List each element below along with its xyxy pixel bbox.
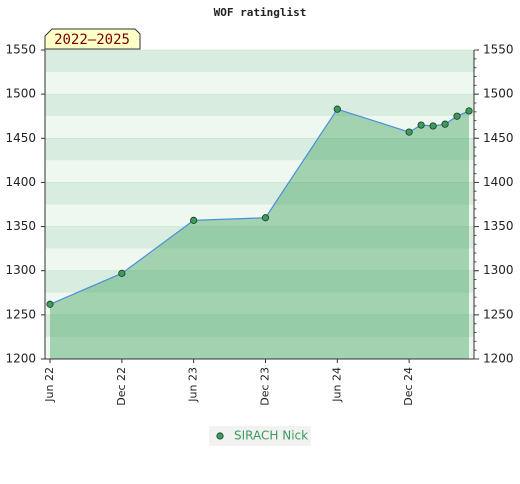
y2-tick-label: 1200	[483, 352, 514, 366]
y2-tick-label: 1350	[483, 219, 514, 233]
annotation: 2022–2025	[54, 32, 130, 48]
plot	[46, 105, 473, 359]
stripe	[45, 292, 474, 315]
y-tick-label: 1350	[5, 219, 36, 233]
x-tick-label: Jun 23	[187, 367, 200, 403]
stripe	[45, 50, 474, 73]
plot-background	[45, 49, 474, 360]
x-tick-label: Dec 22	[115, 367, 128, 406]
point	[465, 107, 473, 115]
y2-tick-label: 1400	[483, 175, 514, 189]
y2-tick-label: 1450	[483, 131, 514, 145]
point	[429, 122, 437, 130]
y-tick-label: 1450	[5, 131, 36, 145]
stripe	[45, 204, 474, 227]
point	[405, 128, 413, 136]
y-tick-label: 1550	[5, 43, 36, 57]
point	[261, 214, 270, 222]
stripe	[45, 182, 474, 205]
stripe	[45, 138, 474, 161]
y2-tick-label: 1250	[483, 307, 514, 321]
stripe	[45, 72, 474, 95]
y2-tick-label: 1550	[483, 43, 514, 57]
legend-box	[209, 426, 311, 446]
y-tick-label: 1250	[5, 307, 36, 321]
y-tick-label: 1500	[5, 87, 36, 101]
y2-tick-label: 1500	[483, 87, 514, 101]
stripe	[45, 160, 474, 183]
point	[417, 121, 425, 129]
annotation-box	[44, 28, 141, 50]
y-tick-label: 1200	[5, 352, 36, 366]
y2-tick-label: 1300	[483, 263, 514, 277]
stripe	[45, 336, 474, 359]
area	[50, 109, 469, 359]
y-tick-label: 1400	[5, 175, 36, 189]
stripe	[45, 116, 474, 139]
stripe	[45, 94, 474, 117]
point	[118, 269, 126, 277]
y-tick-label: 1300	[5, 263, 36, 277]
point	[46, 300, 54, 308]
x-tick-label: Dec 24	[402, 367, 415, 406]
point	[453, 112, 461, 120]
point	[333, 105, 341, 113]
legend-marker	[216, 432, 224, 440]
x-tick-label: Dec 23	[258, 367, 271, 406]
point	[190, 216, 198, 224]
stripe	[45, 226, 474, 249]
x-tick-label: Jun 22	[43, 367, 56, 403]
legend-label: SIRACH Nick	[234, 429, 308, 443]
chart-title: WOF ratinglist	[214, 6, 307, 19]
point	[441, 120, 449, 128]
stripe	[45, 248, 474, 271]
stripe	[45, 270, 474, 293]
stripe	[45, 314, 474, 337]
x-tick-label: Jun 24	[330, 367, 343, 403]
